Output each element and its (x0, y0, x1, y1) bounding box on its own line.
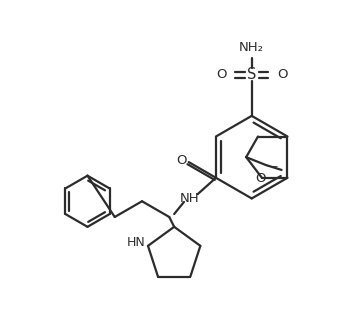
Text: —: — (266, 161, 277, 171)
Text: NH: NH (180, 192, 200, 205)
Text: S: S (247, 67, 256, 82)
Text: O: O (177, 154, 187, 167)
Text: O: O (277, 68, 288, 81)
Text: HN: HN (127, 236, 146, 249)
Text: O: O (256, 172, 266, 185)
Text: O: O (216, 68, 226, 81)
Text: NH₂: NH₂ (239, 41, 264, 53)
